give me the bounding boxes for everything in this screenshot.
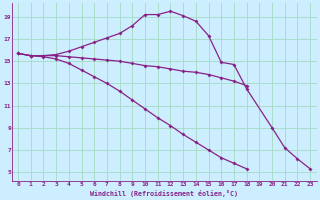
X-axis label: Windchill (Refroidissement éolien,°C): Windchill (Refroidissement éolien,°C) [90, 190, 238, 197]
